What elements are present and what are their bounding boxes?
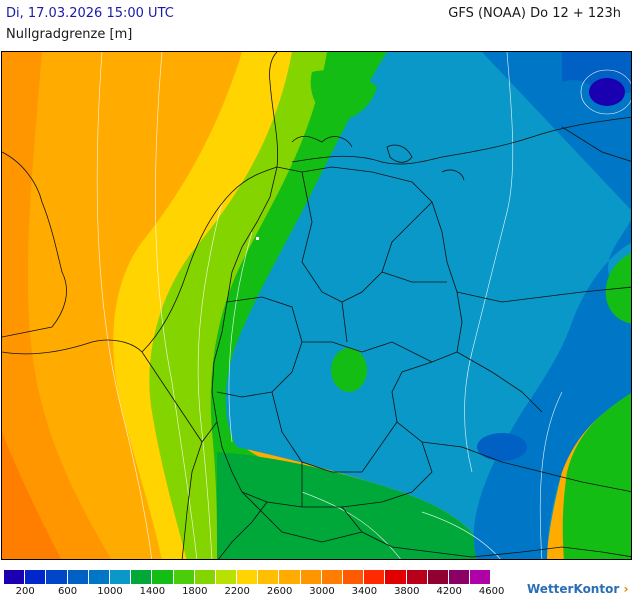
legend-tick-label: 4600	[478, 586, 505, 597]
field-blue-600	[473, 52, 631, 559]
forecast-datetime: Di, 17.03.2026 15:00 UTC	[6, 6, 174, 21]
legend-swatch	[470, 570, 491, 584]
legend-swatch	[300, 570, 321, 584]
legend-swatch	[109, 570, 131, 584]
color-legend: 200 600 1000 1400 1800 2200 2600 3000 3400 3800 42…	[4, 570, 516, 600]
legend-swatch	[237, 570, 258, 584]
legend-swatch	[343, 570, 364, 584]
legend-swatch	[173, 570, 194, 584]
legend-tick-label: 600	[58, 586, 78, 597]
legend-swatch	[385, 570, 406, 584]
legend-swatch	[364, 570, 385, 584]
legend-ticks: 200 600 1000 1400 1800 2200 2600 3000 3400 3800 42…	[4, 586, 516, 600]
legend-swatch	[4, 570, 25, 584]
field-green-baltic	[310, 70, 377, 122]
legend-tick-label: 3800	[394, 586, 420, 597]
legend-swatch	[448, 570, 470, 584]
legend-tick-label: 3400	[351, 586, 378, 597]
legend-tick-label: 1400	[139, 586, 166, 597]
legend-tick-label: 4200	[436, 586, 462, 597]
model-run-label: GFS (NOAA) Do 12 + 123h	[448, 6, 621, 21]
legend-swatch	[67, 570, 88, 584]
freezing-level-map	[1, 51, 632, 560]
isolines	[96, 52, 563, 559]
wetterkontor-logo[interactable]: WetterKontor ›	[527, 582, 628, 596]
legend-tick-label: 2600	[266, 586, 293, 597]
low-centre-ring	[580, 69, 631, 115]
map-marker	[256, 237, 259, 240]
field-orange-3800	[2, 432, 61, 559]
field-green-1800	[210, 52, 518, 559]
field-blue-patch	[477, 433, 527, 461]
legend-swatch	[427, 570, 448, 584]
legend-tick-label: 3000	[309, 586, 335, 597]
legend-swatch	[279, 570, 300, 584]
parameter-title: Nullgradgrenze [m]	[6, 27, 133, 42]
legend-tick-label: 1000	[97, 586, 123, 597]
logo-text: WetterKontor	[527, 582, 620, 596]
low-centre	[589, 78, 625, 106]
field-orange-3400	[2, 52, 111, 559]
legend-swatch	[258, 570, 279, 584]
legend-swatch	[321, 570, 342, 584]
wetterkontor-logo-icon: ›	[623, 582, 629, 596]
field-green-southeast	[562, 393, 631, 559]
legend-swatch	[46, 570, 67, 584]
field-green-patch	[331, 348, 367, 392]
legend-tick-label: 200	[15, 586, 35, 597]
borders	[2, 52, 631, 559]
legend-swatch	[131, 570, 152, 584]
legend-swatch	[25, 570, 46, 584]
legend-swatches	[4, 570, 491, 584]
legend-swatch	[215, 570, 237, 584]
legend-swatch	[88, 570, 109, 584]
legend-swatch	[152, 570, 173, 584]
legend-swatch	[194, 570, 215, 584]
legend-tick-label: 1800	[182, 586, 208, 597]
legend-tick-label: 2200	[224, 586, 250, 597]
legend-swatch	[406, 570, 427, 584]
